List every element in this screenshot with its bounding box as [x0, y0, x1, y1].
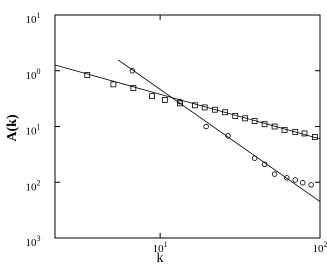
square-point: [312, 134, 318, 140]
tick-label: 100: [26, 67, 41, 82]
circle-point: [284, 175, 290, 181]
tick-base: 10: [26, 237, 38, 249]
square-point: [292, 129, 299, 135]
square-point: [201, 104, 208, 111]
tick-exp: 1: [37, 123, 41, 132]
tick-exp: 2: [324, 240, 327, 249]
square-point: [222, 109, 229, 116]
tick-base: 10: [26, 181, 38, 193]
tick-base: 10: [313, 243, 325, 255]
square-point: [110, 81, 117, 88]
circle-point: [300, 180, 306, 186]
x-axis-label: k: [157, 251, 164, 266]
tick-label: 101: [26, 123, 41, 138]
square-point: [191, 102, 198, 109]
square-point: [232, 112, 239, 119]
circle-point: [225, 133, 231, 139]
square-point: [251, 118, 258, 124]
square-point: [149, 93, 155, 100]
square-point: [161, 97, 168, 103]
y-axis-label: A(k): [5, 114, 20, 142]
tick-label: 101: [153, 240, 168, 255]
circle-point: [271, 171, 278, 177]
circle-point: [308, 182, 314, 188]
square-point: [84, 72, 91, 78]
square-point: [301, 130, 308, 137]
tick-label: 103: [26, 234, 41, 249]
tick-label: 102: [26, 178, 41, 193]
circle-point: [129, 68, 136, 74]
circle-point: [261, 161, 268, 167]
plot-frame: [54, 14, 321, 239]
tick-exp: 2: [37, 178, 41, 187]
tick-exp: 1: [37, 11, 41, 20]
fit-line: [118, 59, 321, 202]
square-point: [242, 115, 248, 122]
circle-point: [177, 98, 183, 105]
tick-base: 10: [26, 126, 38, 138]
square-point: [261, 121, 268, 128]
tick-base: 10: [153, 243, 165, 255]
tick-exp: 1: [164, 240, 168, 249]
tick-exp: 0: [37, 67, 41, 76]
tick-label: 102: [313, 240, 327, 255]
circle-point: [251, 155, 258, 161]
square-point: [281, 126, 288, 133]
square-point: [271, 123, 278, 130]
circle-point: [292, 177, 298, 183]
tick-exp: 3: [37, 234, 41, 243]
tick-label: 101: [26, 11, 41, 26]
square-point: [211, 106, 218, 113]
tick-base: 10: [26, 14, 38, 26]
square-point: [177, 100, 183, 107]
circle-point: [203, 123, 209, 130]
tick-base: 10: [26, 70, 38, 82]
fit-line: [54, 64, 321, 140]
square-point: [130, 85, 137, 91]
